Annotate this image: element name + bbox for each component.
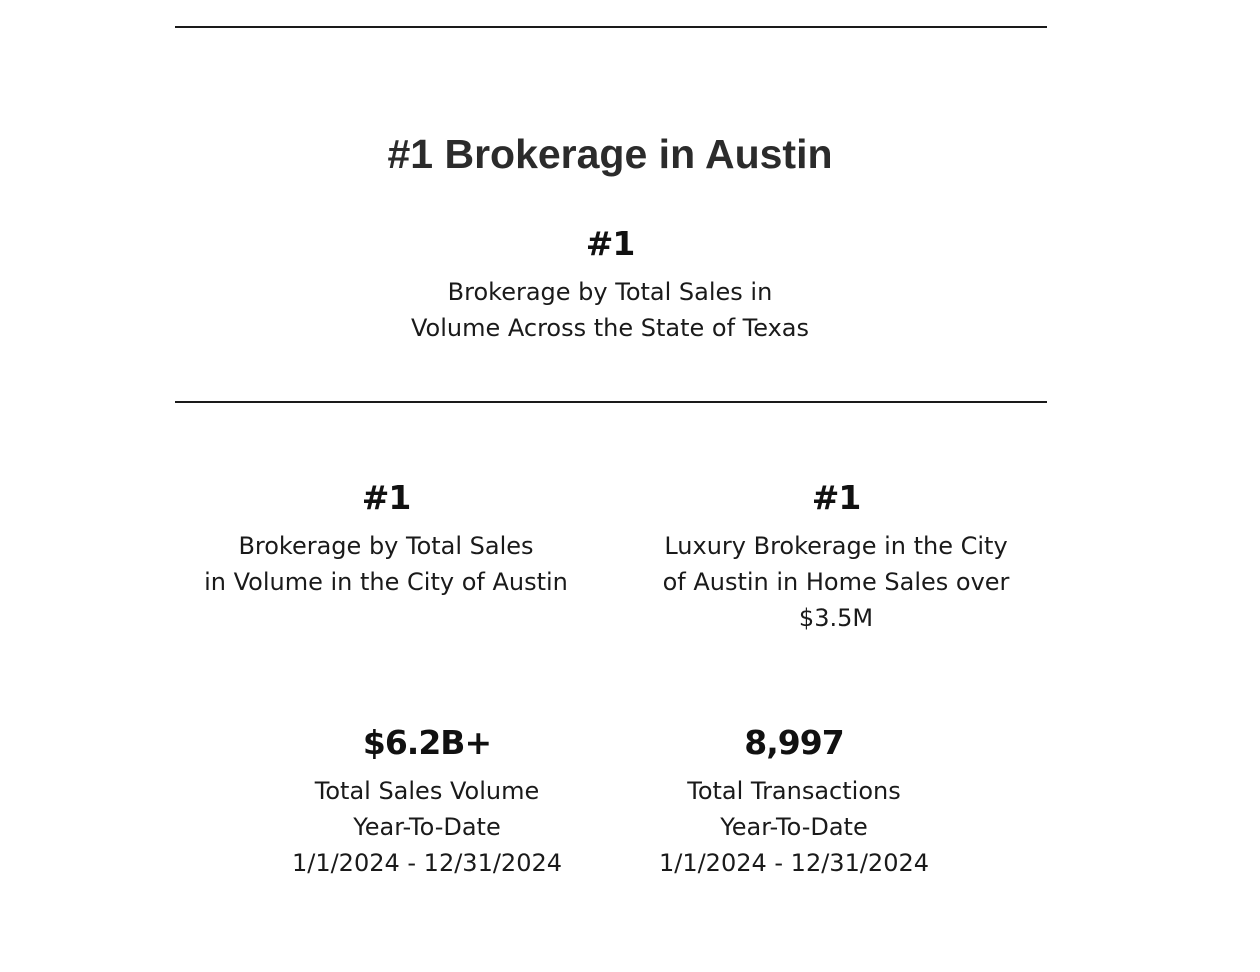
stat-transactions: 8,997 Total Transactions Year-To-Date 1/… [619,721,969,881]
section-heading: #1 Brokerage in Austin [387,131,833,178]
stat-austin-description: Brokerage by Total Sales in Volume in th… [204,532,568,596]
stat-sales-volume-description: Total Sales Volume Year-To-Date 1/1/2024… [291,777,563,877]
stat-luxury-ranking: #1 Luxury Brokerage in the City of Austi… [621,476,1051,636]
stat-austin-value: #1 [361,478,412,517]
stat-transactions-description: Total Transactions Year-To-Date 1/1/2024… [658,777,930,877]
top-divider [175,26,1047,28]
stat-sales-volume-value: $6.2B+ [362,723,492,762]
stat-luxury-value: #1 [811,478,862,517]
stat-luxury-description: Luxury Brokerage in the City of Austin i… [662,532,1010,632]
stat-texas-description: Brokerage by Total Sales in Volume Acros… [410,278,809,342]
middle-divider [175,401,1047,403]
stat-transactions-value: 8,997 [744,723,844,762]
stat-texas-value: #1 [585,224,636,263]
stat-austin-ranking: #1 Brokerage by Total Sales in Volume in… [171,476,601,600]
stat-sales-volume: $6.2B+ Total Sales Volume Year-To-Date 1… [252,721,602,881]
stat-texas-ranking: #1 Brokerage by Total Sales in Volume Ac… [380,222,840,346]
